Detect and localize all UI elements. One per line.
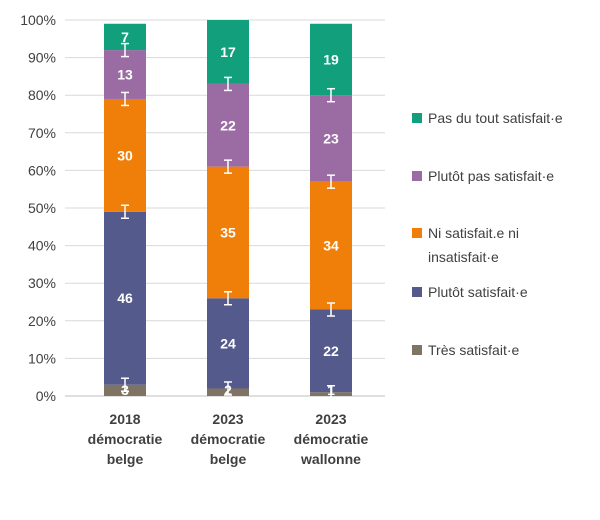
- legend: Pas du tout satisfait·e Plutôt pas satisf…: [412, 110, 563, 358]
- data-label: 35: [220, 224, 236, 240]
- legend-label: Très satisfait·e: [428, 342, 519, 358]
- bar-segment: [104, 50, 146, 99]
- data-label: 1: [327, 382, 335, 398]
- legend-label-line: Très satisfait·e: [428, 342, 519, 358]
- data-labels: 3 46 30 13 7 2 24 35 22 17 1 22 34 23 19: [117, 29, 339, 398]
- data-label: 17: [220, 44, 236, 60]
- y-tick-label: 90%: [28, 50, 56, 66]
- x-category-line: démocratie: [191, 431, 266, 447]
- legend-label: Ni satisfait.e ni insatisfait·e: [428, 225, 519, 265]
- x-category-label: 2023 démocratie belge: [191, 411, 266, 467]
- bar-segment: [310, 309, 352, 393]
- legend-label-line: Pas du tout satisfait·e: [428, 110, 563, 126]
- bar-segment: [207, 83, 249, 167]
- legend-swatch: [412, 171, 422, 181]
- data-label: 19: [323, 51, 339, 67]
- data-label: 30: [117, 147, 133, 163]
- y-tick-label: 60%: [28, 162, 56, 178]
- legend-label: Plutôt satisfait·e: [428, 284, 528, 300]
- data-label: 3: [121, 382, 129, 398]
- x-category-line: 2018: [109, 411, 140, 427]
- data-label: 46: [117, 290, 133, 306]
- data-label: 22: [323, 343, 339, 359]
- legend-label-line: insatisfait·e: [428, 249, 499, 265]
- x-category-line: belge: [210, 451, 247, 467]
- x-category-label: 2018 démocratie belge: [88, 411, 163, 467]
- x-category-line: belge: [107, 451, 144, 467]
- y-tick-label: 10%: [28, 350, 56, 366]
- x-category-line: wallonne: [300, 451, 361, 467]
- y-tick-label: 20%: [28, 313, 56, 329]
- y-tick-label: 70%: [28, 125, 56, 141]
- y-tick-label: 40%: [28, 238, 56, 254]
- x-category-line: 2023: [315, 411, 346, 427]
- legend-label: Pas du tout satisfait·e: [428, 110, 563, 126]
- y-tick-label: 0%: [36, 388, 56, 404]
- legend-swatch: [412, 113, 422, 123]
- bar-segment: [207, 298, 249, 389]
- legend-swatch: [412, 345, 422, 355]
- data-label: 13: [117, 67, 133, 83]
- data-label: 24: [220, 335, 236, 351]
- bar-segment: [310, 181, 352, 310]
- y-tick-label: 30%: [28, 275, 56, 291]
- bar-segment: [207, 166, 249, 299]
- bar-segment: [310, 95, 352, 182]
- data-label: 23: [323, 130, 339, 146]
- bar-segment: [104, 211, 146, 385]
- legend-label-line: Plutôt satisfait·e: [428, 284, 528, 300]
- bar-segment: [207, 20, 249, 84]
- legend-swatch: [412, 228, 422, 238]
- y-tick-label: 100%: [20, 12, 56, 28]
- x-category-line: démocratie: [294, 431, 369, 447]
- data-label: 22: [220, 117, 236, 133]
- bar-segment: [104, 98, 146, 212]
- legend-label-line: Ni satisfait.e ni: [428, 225, 519, 241]
- x-category-line: démocratie: [88, 431, 163, 447]
- data-label: 2: [224, 382, 232, 398]
- legend-label-line: Plutôt pas satisfait·e: [428, 168, 554, 184]
- bar-segment: [310, 23, 352, 96]
- data-label: 34: [323, 238, 339, 254]
- y-tick-label: 80%: [28, 87, 56, 103]
- error-bars: [121, 42, 335, 400]
- y-tick-label: 50%: [28, 200, 56, 216]
- x-category-label: 2023 démocratie wallonne: [294, 411, 369, 467]
- legend-swatch: [412, 287, 422, 297]
- data-label: 7: [121, 29, 129, 45]
- legend-label: Plutôt pas satisfait·e: [428, 168, 554, 184]
- x-category-line: 2023: [212, 411, 243, 427]
- y-axis: 0% 10% 20% 30% 40% 50% 60% 70% 80% 90% 100%: [20, 12, 56, 404]
